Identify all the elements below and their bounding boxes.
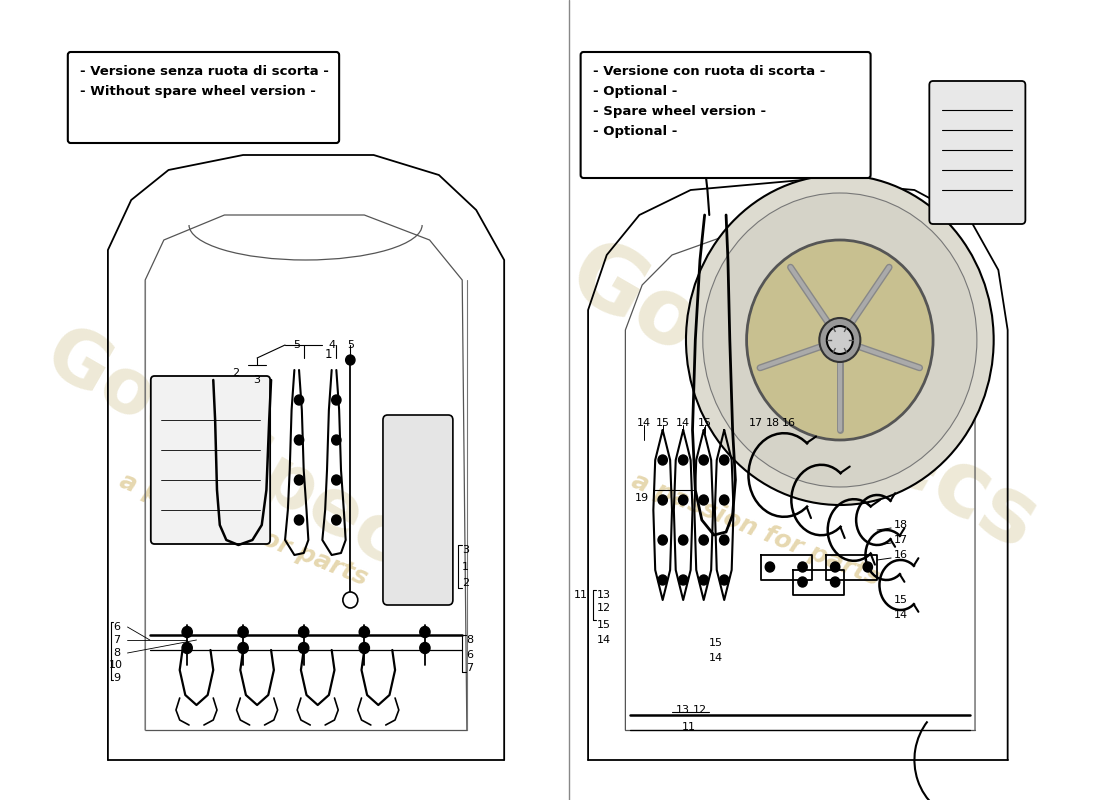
Text: a passion for parts: a passion for parts [116, 469, 371, 591]
Text: - Versione con ruota di scorta -
- Optional -
- Spare wheel version -
- Optional: - Versione con ruota di scorta - - Optio… [593, 65, 825, 138]
Circle shape [827, 326, 853, 354]
Circle shape [658, 535, 668, 545]
Text: 14: 14 [894, 610, 908, 620]
Text: 15: 15 [656, 418, 670, 428]
Circle shape [798, 577, 807, 587]
Circle shape [182, 642, 192, 654]
Text: GoolSpecs: GoolSpecs [32, 317, 454, 603]
Text: 15: 15 [710, 638, 724, 648]
Circle shape [679, 535, 688, 545]
Text: 6: 6 [466, 650, 473, 660]
FancyBboxPatch shape [151, 376, 271, 544]
Text: 13: 13 [596, 590, 611, 600]
Circle shape [238, 642, 249, 654]
Text: 3: 3 [462, 545, 470, 555]
Text: 8: 8 [466, 635, 473, 645]
Text: 1: 1 [324, 348, 332, 361]
Text: 15: 15 [697, 418, 712, 428]
Text: 18: 18 [894, 520, 908, 530]
Text: 2: 2 [462, 578, 470, 588]
Text: 14: 14 [637, 418, 651, 428]
Circle shape [698, 535, 708, 545]
Circle shape [332, 475, 341, 485]
Text: 5: 5 [293, 340, 299, 350]
Text: 16: 16 [894, 550, 908, 560]
Circle shape [658, 455, 668, 465]
Circle shape [343, 592, 358, 608]
Circle shape [864, 562, 872, 572]
Circle shape [747, 240, 933, 440]
Circle shape [698, 495, 708, 505]
Circle shape [658, 575, 668, 585]
Text: 14: 14 [676, 418, 690, 428]
Text: a passion for parts: a passion for parts [628, 469, 883, 591]
Circle shape [679, 495, 688, 505]
Text: 3: 3 [254, 375, 261, 385]
Circle shape [719, 575, 729, 585]
Circle shape [719, 535, 729, 545]
Text: 6: 6 [113, 622, 121, 632]
Circle shape [719, 455, 729, 465]
Circle shape [698, 455, 708, 465]
Text: 16: 16 [781, 418, 795, 428]
Text: 17: 17 [749, 418, 763, 428]
Text: 19: 19 [635, 493, 649, 503]
FancyBboxPatch shape [693, 102, 745, 143]
Circle shape [360, 642, 370, 654]
Text: 13: 13 [676, 705, 690, 715]
Circle shape [295, 515, 304, 525]
Circle shape [332, 435, 341, 445]
Circle shape [332, 395, 341, 405]
Circle shape [766, 562, 774, 572]
Text: 2: 2 [232, 368, 240, 378]
Text: 7: 7 [113, 635, 121, 645]
Circle shape [679, 575, 688, 585]
Text: 12: 12 [596, 603, 611, 613]
Circle shape [798, 562, 807, 572]
Circle shape [658, 495, 668, 505]
Circle shape [360, 626, 370, 638]
Circle shape [820, 318, 860, 362]
Circle shape [830, 562, 839, 572]
FancyBboxPatch shape [68, 52, 339, 143]
Text: 15: 15 [596, 620, 611, 630]
Text: 14: 14 [596, 635, 611, 645]
Text: 11: 11 [574, 590, 589, 600]
Text: 10: 10 [109, 660, 123, 670]
Text: 8: 8 [113, 648, 121, 658]
Circle shape [420, 626, 430, 638]
Text: 1: 1 [462, 562, 470, 572]
Circle shape [686, 175, 993, 505]
FancyBboxPatch shape [383, 415, 453, 605]
Circle shape [420, 642, 430, 654]
Text: 7: 7 [466, 663, 473, 673]
Text: 15: 15 [894, 595, 908, 605]
Text: 12: 12 [693, 705, 707, 715]
Circle shape [830, 577, 839, 587]
Text: 18: 18 [766, 418, 780, 428]
Circle shape [295, 435, 304, 445]
Text: 17: 17 [894, 535, 908, 545]
Circle shape [345, 355, 355, 365]
FancyBboxPatch shape [581, 52, 870, 178]
Text: 11: 11 [682, 722, 696, 732]
Circle shape [182, 626, 192, 638]
Text: - Versione senza ruota di scorta -
- Without spare wheel version -: - Versione senza ruota di scorta - - Wit… [80, 65, 329, 98]
Text: 9: 9 [113, 673, 121, 683]
Text: 5: 5 [346, 340, 354, 350]
FancyBboxPatch shape [930, 81, 1025, 224]
Circle shape [719, 495, 729, 505]
Circle shape [295, 395, 304, 405]
Circle shape [698, 575, 708, 585]
Circle shape [295, 475, 304, 485]
Circle shape [238, 626, 249, 638]
Circle shape [298, 642, 309, 654]
Circle shape [298, 626, 309, 638]
Text: GoolSpecs: GoolSpecs [552, 230, 1053, 570]
Circle shape [679, 455, 688, 465]
Text: 14: 14 [710, 653, 724, 663]
Circle shape [332, 515, 341, 525]
Text: 4: 4 [328, 340, 336, 350]
Circle shape [703, 193, 977, 487]
